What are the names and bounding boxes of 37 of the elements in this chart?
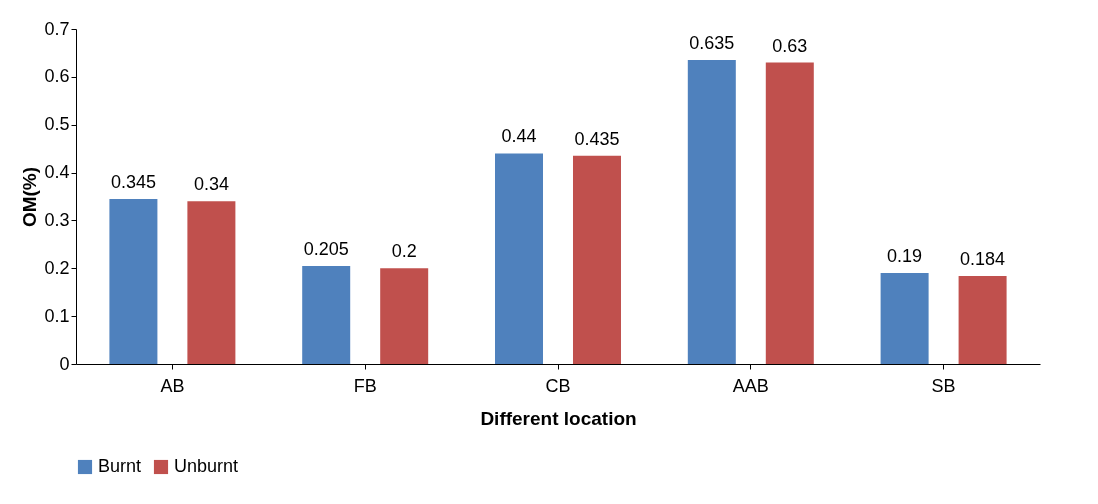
bar: [687, 60, 736, 364]
data-label: 0.635: [689, 33, 735, 54]
x-tick-label: FB: [353, 375, 377, 396]
data-label: 0.44: [501, 126, 537, 147]
y-tick-label: 0: [59, 353, 70, 374]
y-tick-label: 0.5: [44, 114, 70, 135]
y-tick-label: 0.4: [44, 162, 70, 183]
bar: [380, 268, 429, 364]
legend-label: Unburnt: [174, 456, 239, 476]
bar: [958, 275, 1007, 364]
x-tick-label: AAB: [732, 375, 769, 396]
data-label: 0.435: [574, 128, 620, 149]
bar: [572, 155, 621, 364]
y-axis-title: OM(%): [19, 166, 41, 228]
y-tick-label: 0.2: [44, 257, 70, 278]
x-tick-label: SB: [931, 375, 956, 396]
data-label: 0.63: [772, 35, 808, 56]
bar: [880, 273, 929, 364]
data-label: 0.2: [391, 241, 417, 262]
y-tick-label: 0.1: [44, 305, 70, 326]
y-tick-label: 0.6: [44, 66, 70, 87]
x-axis-title: Different location: [480, 407, 637, 429]
x-tick-label: AB: [160, 375, 185, 396]
data-label: 0.19: [887, 246, 923, 267]
y-tick-label: 0.7: [44, 18, 70, 39]
bar: [765, 62, 814, 364]
x-tick-label: CB: [545, 375, 571, 396]
data-label: 0.205: [303, 238, 349, 259]
legend-label: Burnt: [98, 456, 142, 476]
bar: [187, 201, 236, 364]
data-label: 0.34: [193, 174, 229, 195]
data-label: 0.184: [960, 248, 1006, 269]
y-tick-label: 0.3: [44, 209, 70, 230]
bar: [302, 265, 351, 364]
bar: [495, 153, 544, 364]
data-label: 0.345: [110, 171, 156, 192]
bar: [109, 198, 158, 364]
